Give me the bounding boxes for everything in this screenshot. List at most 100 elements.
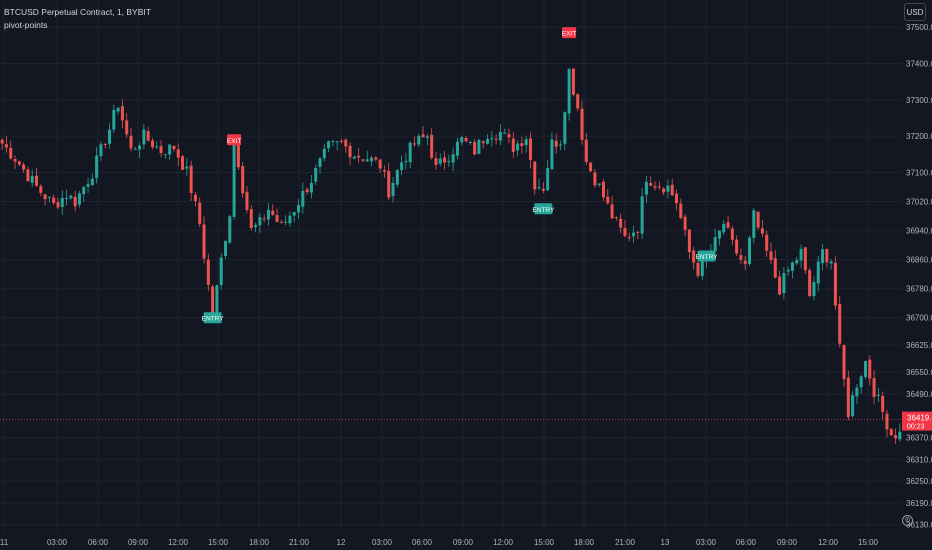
candle — [842, 344, 846, 388]
candle — [163, 154, 167, 159]
candle — [0, 137, 4, 151]
candle — [881, 391, 885, 421]
candle — [99, 141, 103, 161]
trade-markers: EXIT EXIT ENTRY ENTRY ENTRY — [202, 27, 718, 324]
candle — [674, 189, 679, 211]
candle — [77, 191, 81, 208]
candle — [202, 216, 206, 264]
candle — [258, 213, 262, 233]
candle — [120, 99, 124, 129]
candle — [537, 178, 541, 190]
candle — [47, 196, 51, 203]
candle — [610, 195, 614, 220]
candle — [713, 228, 717, 253]
current-price-text: 36419.5 — [907, 414, 932, 423]
candle — [352, 155, 356, 159]
candle — [305, 187, 309, 195]
candle — [361, 159, 365, 163]
candle — [739, 248, 743, 264]
symbol-title[interactable]: BTCUSD Perpetual Contract, 1, BYBIT — [4, 7, 151, 17]
time-tick-label: 11 — [0, 538, 9, 547]
candle — [382, 165, 386, 178]
time-tick-label: 12:00 — [168, 538, 189, 547]
candle — [490, 130, 494, 147]
candle — [279, 219, 283, 224]
candle — [133, 146, 137, 150]
candle — [511, 131, 515, 159]
candle — [395, 168, 399, 188]
candle — [35, 167, 39, 187]
candle — [155, 141, 159, 149]
current-price-badge — [902, 411, 932, 431]
candle — [773, 250, 777, 279]
candle — [546, 160, 550, 191]
price-tick-label: 36780.0 — [906, 285, 932, 294]
candle — [185, 157, 189, 176]
candle — [339, 138, 343, 144]
price-tick-label: 37400.0 — [906, 60, 932, 69]
candle — [181, 154, 185, 170]
candle — [348, 142, 352, 165]
time-tick-label: 09:00 — [453, 538, 474, 547]
candle — [275, 208, 279, 223]
candle — [778, 270, 782, 296]
candle — [614, 216, 618, 222]
candle — [795, 256, 799, 266]
candle — [752, 208, 756, 244]
candle — [241, 162, 245, 198]
candle — [69, 194, 73, 201]
candle — [748, 235, 752, 267]
candle — [593, 168, 597, 188]
indicator-label[interactable]: pivot-points — [4, 20, 48, 30]
candle — [335, 141, 339, 151]
price-tick-label: 37300.0 — [906, 96, 932, 105]
candle — [769, 242, 773, 265]
exit-marker: EXIT — [562, 27, 576, 39]
currency-button[interactable]: USD — [904, 3, 926, 21]
candle — [43, 193, 47, 206]
candle — [477, 138, 481, 155]
candle — [232, 135, 236, 220]
candle — [494, 134, 498, 145]
candle — [322, 143, 326, 162]
candle — [249, 205, 253, 231]
candle — [430, 128, 434, 160]
candle — [657, 181, 661, 190]
marker-label: EXIT — [562, 31, 576, 38]
price-axis[interactable]: 37500.0 37400.0 37300.0 37200.0 37100.0 37020… — [902, 0, 932, 550]
chart-grid — [0, 0, 902, 532]
candle — [206, 253, 210, 292]
candle — [876, 387, 880, 403]
candle — [327, 140, 331, 153]
candle — [498, 124, 502, 146]
candle — [808, 267, 812, 298]
candle — [851, 391, 855, 418]
candle — [318, 156, 322, 174]
candles — [0, 67, 902, 444]
candle — [584, 133, 588, 165]
candle — [790, 261, 794, 279]
candle — [520, 136, 524, 154]
time-tick-label: 12 — [337, 538, 346, 547]
candle — [601, 178, 605, 201]
candle — [576, 93, 580, 112]
candle — [644, 175, 648, 203]
price-tick-label: 37020.0 — [906, 198, 932, 207]
time-tick-label: 15:00 — [858, 538, 879, 547]
price-tick-label: 36490.0 — [906, 390, 932, 399]
candle — [150, 137, 154, 150]
candle — [760, 220, 764, 238]
price-tick-label: 36310.0 — [906, 455, 932, 464]
candle — [90, 173, 94, 187]
candle — [116, 106, 120, 115]
candle — [451, 147, 455, 172]
candle — [309, 175, 313, 199]
candle — [447, 154, 451, 167]
candle — [726, 215, 730, 229]
candle — [17, 160, 21, 166]
settings-icon[interactable]: ⚙ — [902, 515, 913, 526]
time-axis[interactable]: 11 03:00 06:00 09:00 12:00 15:00 18:00 21:00 12 0… — [0, 532, 932, 550]
price-tick-label: 36250.0 — [906, 477, 932, 486]
candle — [833, 256, 837, 310]
